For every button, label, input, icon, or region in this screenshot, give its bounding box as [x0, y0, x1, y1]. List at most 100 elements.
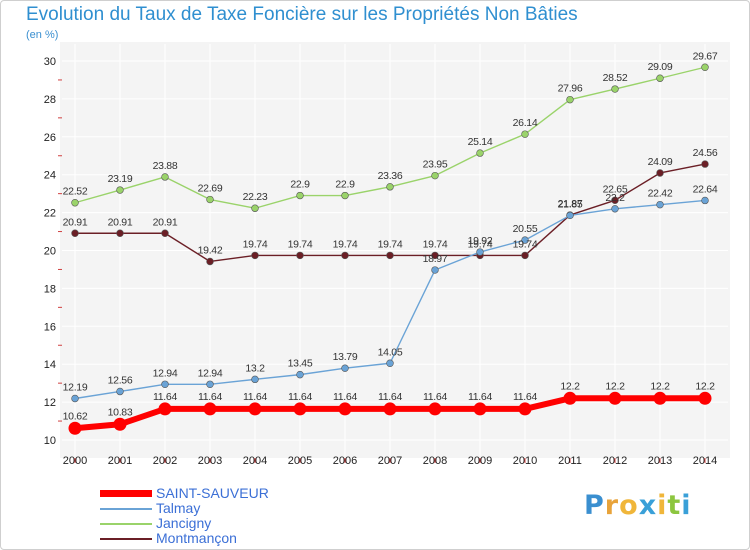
data-label: 19.74 [513, 238, 538, 250]
data-label: 13.45 [288, 358, 313, 370]
series-point-2 [296, 191, 304, 200]
series-point-0 [203, 402, 217, 416]
y-tick-label: 26 [44, 132, 56, 144]
x-tick-label: 2004 [243, 455, 267, 467]
series-point-3 [341, 251, 349, 260]
data-label: 19.92 [468, 235, 493, 247]
data-label: 22.9 [290, 179, 310, 191]
series-point-1 [206, 380, 214, 388]
series-point-1 [476, 248, 484, 256]
series-point-0 [653, 391, 667, 405]
x-tick-label: 2000 [63, 455, 87, 467]
data-label: 11.64 [243, 391, 267, 403]
series-point-3 [521, 251, 529, 260]
series-point-3 [656, 169, 664, 177]
legend: SAINT-SAUVEUR Talmay Jancigny Montmançon [100, 486, 269, 546]
y-tick-label: 10 [44, 435, 56, 447]
y-tick-label: 22 [44, 208, 56, 220]
series-point-2 [161, 173, 169, 181]
legend-label: Talmay [156, 500, 201, 516]
data-label: 11.64 [333, 391, 357, 403]
legend-swatch [100, 507, 152, 510]
series-point-0 [563, 391, 577, 405]
data-label: 11.64 [378, 391, 402, 403]
series-point-0 [293, 402, 307, 416]
x-tick-label: 2005 [288, 455, 312, 467]
data-label: 22.23 [243, 191, 268, 203]
legend-item: Jancigny [100, 516, 269, 531]
data-label: 11.64 [153, 391, 177, 403]
legend-swatch [100, 490, 152, 497]
y-tick-label: 12 [44, 397, 56, 409]
y-tick-label: 24 [44, 170, 56, 182]
x-tick-label: 2014 [693, 455, 717, 467]
data-label: 12.56 [108, 374, 133, 386]
data-label: 22.9 [335, 179, 355, 191]
series-point-1 [71, 394, 79, 403]
series-point-0 [473, 402, 487, 416]
series-point-2 [341, 191, 349, 200]
data-label: 11.64 [198, 391, 222, 403]
series-point-0 [698, 391, 712, 405]
legend-label: Montmançon [156, 530, 237, 546]
data-label: 11.64 [288, 391, 312, 403]
data-label: 13.79 [333, 351, 358, 363]
data-label: 22.52 [63, 186, 88, 198]
series-point-0 [383, 402, 397, 416]
data-label: 20.55 [513, 223, 538, 235]
series-point-0 [113, 417, 127, 431]
series-point-0 [248, 402, 262, 416]
x-tick-label: 2011 [558, 455, 582, 467]
data-label: 22.2 [605, 192, 625, 204]
data-label: 22.42 [648, 188, 673, 200]
series-point-1 [161, 380, 169, 388]
series-point-1 [701, 196, 709, 205]
data-label: 23.88 [153, 160, 178, 172]
x-tick-label: 2010 [513, 455, 537, 467]
series-point-3 [206, 257, 214, 266]
series-point-0 [68, 421, 82, 435]
data-label: 24.56 [693, 147, 718, 159]
data-label: 12.2 [650, 380, 670, 392]
series-point-2 [656, 74, 664, 82]
x-tick-label: 2001 [108, 455, 132, 467]
series-point-3 [71, 229, 79, 237]
data-label: 11.64 [468, 391, 492, 403]
series-point-2 [476, 149, 484, 157]
data-label: 20.91 [153, 216, 178, 228]
series-point-3 [431, 251, 439, 260]
series-point-3 [296, 251, 304, 260]
proxiti-logo: Proxiti [584, 490, 692, 521]
series-point-2 [701, 63, 709, 71]
legend-swatch [100, 537, 152, 540]
series-point-2 [251, 204, 259, 212]
x-tick-label: 2003 [198, 455, 222, 467]
data-label: 19.74 [378, 238, 403, 250]
data-label: 12.19 [63, 381, 88, 393]
series-point-1 [341, 364, 349, 372]
data-label: 22.64 [693, 183, 718, 195]
data-label: 21.85 [558, 198, 583, 210]
data-label: 12.94 [198, 367, 223, 379]
data-label: 29.09 [648, 61, 673, 73]
series-point-3 [701, 160, 709, 168]
series-point-2 [71, 199, 79, 207]
data-label: 21.87 [558, 198, 583, 210]
series-point-2 [566, 95, 574, 104]
series-point-1 [611, 205, 619, 213]
data-label: 18.97 [423, 253, 448, 265]
x-tick-label: 2007 [378, 455, 402, 467]
series-point-2 [116, 186, 124, 194]
data-label: 19.74 [243, 238, 268, 250]
series-point-1 [521, 236, 529, 244]
data-label: 27.96 [558, 83, 583, 95]
data-label: 12.2 [695, 380, 715, 392]
series-point-0 [428, 402, 442, 416]
data-label: 19.74 [333, 238, 358, 250]
data-label: 20.91 [63, 216, 88, 228]
series-point-2 [521, 130, 529, 138]
series-point-0 [338, 402, 352, 416]
series-point-1 [431, 266, 439, 274]
data-label: 10.62 [63, 410, 88, 422]
